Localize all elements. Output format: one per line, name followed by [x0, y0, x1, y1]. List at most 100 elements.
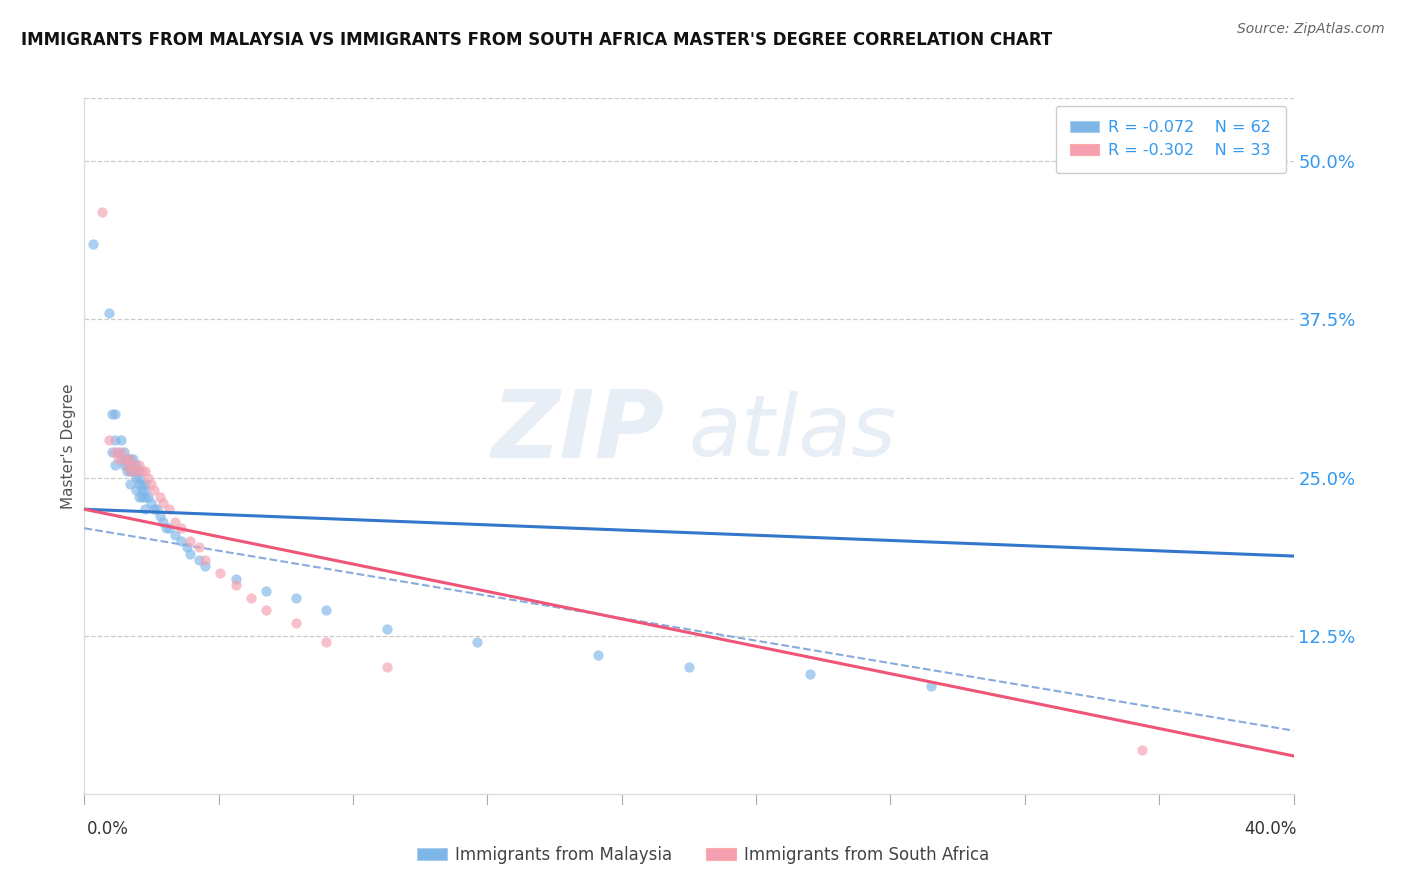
Point — [110, 433, 132, 447]
Point — [128, 490, 150, 504]
Point — [315, 603, 337, 617]
Point — [121, 458, 143, 472]
Point — [155, 521, 177, 535]
Point — [152, 515, 174, 529]
Y-axis label: Master's Degree: Master's Degree — [60, 384, 76, 508]
Point — [225, 578, 247, 592]
Point — [225, 572, 247, 586]
Point — [131, 490, 153, 504]
Point — [118, 477, 141, 491]
Point — [125, 470, 148, 484]
Point — [375, 623, 398, 637]
Point — [142, 502, 165, 516]
Text: 0.0%: 0.0% — [87, 820, 129, 838]
Point — [799, 666, 821, 681]
Point — [128, 477, 150, 491]
Point — [239, 591, 262, 605]
Point — [115, 464, 138, 478]
Point — [128, 464, 150, 478]
Point — [112, 451, 135, 466]
Point — [179, 533, 201, 548]
Point — [188, 540, 211, 554]
Point — [91, 205, 114, 219]
Point — [118, 464, 141, 478]
Point — [104, 433, 127, 447]
Point — [920, 679, 942, 693]
Point — [139, 496, 162, 510]
Point — [110, 445, 132, 459]
Point — [118, 451, 141, 466]
Legend: R = -0.072    N = 62, R = -0.302    N = 33: R = -0.072 N = 62, R = -0.302 N = 33 — [1056, 106, 1285, 173]
Point — [678, 660, 700, 674]
Point — [107, 451, 129, 466]
Point — [165, 515, 187, 529]
Legend: Immigrants from Malaysia, Immigrants from South Africa: Immigrants from Malaysia, Immigrants fro… — [411, 839, 995, 871]
Point — [112, 458, 135, 472]
Point — [112, 451, 135, 466]
Point — [134, 483, 156, 498]
Point — [125, 464, 148, 478]
Text: atlas: atlas — [689, 391, 897, 474]
Point — [100, 408, 122, 422]
Point — [157, 521, 180, 535]
Point — [104, 458, 127, 472]
Text: 40.0%: 40.0% — [1244, 820, 1296, 838]
Point — [134, 477, 156, 491]
Point — [285, 591, 308, 605]
Point — [176, 540, 198, 554]
Point — [142, 483, 165, 498]
Point — [107, 445, 129, 459]
Point — [118, 458, 141, 472]
Point — [315, 635, 337, 649]
Text: IMMIGRANTS FROM MALAYSIA VS IMMIGRANTS FROM SOUTH AFRICA MASTER'S DEGREE CORRELA: IMMIGRANTS FROM MALAYSIA VS IMMIGRANTS F… — [21, 31, 1052, 49]
Point — [115, 458, 138, 472]
Point — [121, 451, 143, 466]
Point — [115, 451, 138, 466]
Point — [118, 464, 141, 478]
Point — [134, 464, 156, 478]
Point — [136, 470, 159, 484]
Point — [104, 445, 127, 459]
Point — [179, 547, 201, 561]
Point — [134, 502, 156, 516]
Point — [170, 521, 193, 535]
Point — [82, 236, 104, 251]
Point — [588, 648, 610, 662]
Point — [139, 477, 162, 491]
Point — [134, 490, 156, 504]
Point — [136, 490, 159, 504]
Point — [112, 445, 135, 459]
Point — [149, 490, 172, 504]
Point — [194, 553, 217, 567]
Point — [115, 458, 138, 472]
Text: ZIP: ZIP — [492, 386, 665, 478]
Point — [467, 635, 489, 649]
Point — [375, 660, 398, 674]
Point — [128, 458, 150, 472]
Point — [125, 458, 148, 472]
Point — [254, 603, 277, 617]
Point — [97, 306, 120, 320]
Point — [152, 496, 174, 510]
Point — [118, 451, 141, 466]
Point — [146, 502, 169, 516]
Text: Source: ZipAtlas.com: Source: ZipAtlas.com — [1237, 22, 1385, 37]
Point — [209, 566, 232, 580]
Point — [194, 559, 217, 574]
Point — [100, 445, 122, 459]
Point — [97, 433, 120, 447]
Point — [131, 477, 153, 491]
Point — [165, 527, 187, 541]
Point — [125, 464, 148, 478]
Point — [149, 508, 172, 523]
Point — [254, 584, 277, 599]
Point — [170, 533, 193, 548]
Point — [188, 553, 211, 567]
Point — [128, 470, 150, 484]
Point — [157, 502, 180, 516]
Point — [104, 408, 127, 422]
Point — [110, 451, 132, 466]
Point — [125, 483, 148, 498]
Point — [121, 464, 143, 478]
Point — [285, 616, 308, 631]
